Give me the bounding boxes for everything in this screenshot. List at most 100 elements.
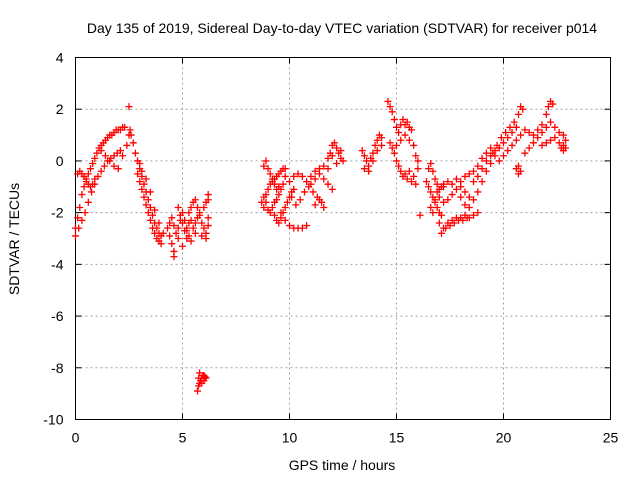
- data-point: [193, 214, 201, 222]
- data-point: [393, 123, 400, 131]
- data-point: [202, 235, 210, 242]
- x-tick-label: 25: [603, 430, 619, 446]
- data-point: [75, 224, 83, 232]
- data-point: [373, 136, 381, 144]
- data-point: [386, 139, 394, 147]
- data-point: [80, 172, 88, 180]
- y-tick-label: 4: [56, 50, 64, 66]
- data-point: [399, 116, 407, 124]
- data-point: [315, 165, 323, 173]
- data-point: [146, 203, 154, 211]
- data-point: [198, 219, 206, 227]
- data-point: [457, 193, 465, 201]
- data-point: [72, 232, 79, 240]
- data-point: [324, 165, 332, 173]
- data-point: [470, 196, 478, 204]
- data-point: [529, 139, 537, 147]
- data-point: [88, 188, 96, 196]
- data-point: [288, 193, 296, 201]
- data-point: [470, 178, 478, 186]
- data-point: [110, 162, 118, 170]
- data-point: [482, 167, 490, 175]
- data-point: [185, 219, 193, 227]
- data-point: [388, 108, 396, 116]
- data-point: [127, 131, 135, 139]
- data-point: [371, 141, 379, 149]
- data-point: [193, 203, 201, 211]
- data-point: [172, 229, 180, 237]
- data-point: [201, 373, 209, 381]
- data-point: [179, 242, 186, 250]
- data-point: [191, 196, 199, 204]
- data-point: [78, 191, 86, 199]
- data-point: [271, 211, 279, 219]
- data-point: [410, 141, 418, 149]
- data-point: [168, 240, 176, 248]
- data-point: [191, 219, 199, 227]
- data-point: [333, 144, 341, 152]
- data-point: [495, 157, 503, 165]
- data-point: [106, 157, 114, 165]
- data-point: [459, 216, 467, 224]
- data-point: [378, 134, 386, 142]
- data-point: [305, 183, 313, 191]
- data-point: [303, 222, 311, 230]
- data-point: [93, 149, 101, 157]
- data-point: [512, 123, 520, 131]
- data-point: [170, 222, 178, 230]
- data-point: [474, 209, 482, 217]
- data-point: [437, 211, 445, 219]
- data-point: [268, 175, 276, 183]
- data-point: [86, 165, 94, 173]
- data-point: [151, 206, 159, 214]
- data-point: [131, 149, 139, 157]
- y-tick-label: 2: [56, 101, 64, 117]
- data-point: [330, 139, 338, 147]
- data-point: [461, 188, 469, 196]
- data-point: [264, 165, 272, 173]
- data-point: [159, 229, 167, 237]
- data-point: [328, 152, 336, 160]
- data-point: [534, 134, 542, 142]
- y-tick-label: -8: [51, 360, 64, 376]
- data-point: [422, 178, 430, 186]
- data-point: [487, 144, 495, 152]
- data-point: [429, 167, 437, 175]
- data-point: [303, 178, 311, 186]
- data-point: [74, 214, 82, 222]
- data-point: [97, 167, 105, 175]
- data-point: [478, 178, 486, 186]
- data-point: [311, 175, 319, 183]
- x-tick-label: 15: [389, 430, 405, 446]
- data-point: [174, 224, 182, 232]
- data-point: [559, 131, 567, 139]
- y-tick-label: -4: [51, 256, 64, 272]
- data-point: [448, 191, 456, 199]
- data-point: [339, 157, 347, 165]
- x-tick-label: 10: [282, 430, 298, 446]
- data-point: [542, 123, 550, 131]
- data-point: [435, 193, 443, 201]
- data-point: [369, 149, 377, 157]
- data-point: [89, 160, 97, 168]
- y-axis-label: SDTVAR / TECUs: [6, 183, 22, 295]
- data-point: [142, 201, 150, 209]
- data-point: [337, 147, 345, 155]
- data-point: [275, 191, 283, 199]
- data-point: [508, 141, 516, 149]
- data-point: [412, 180, 420, 188]
- data-point: [266, 209, 274, 217]
- data-point: [91, 154, 99, 162]
- data-point: [393, 141, 400, 149]
- data-point: [204, 222, 212, 230]
- data-point: [200, 203, 208, 211]
- y-tick-label: -6: [51, 308, 64, 324]
- data-point: [315, 196, 323, 204]
- data-point: [204, 191, 212, 199]
- data-point: [286, 222, 293, 230]
- data-point: [290, 172, 298, 180]
- data-point: [474, 172, 482, 180]
- data-point: [502, 128, 510, 136]
- data-point: [279, 180, 287, 188]
- data-point: [401, 131, 409, 139]
